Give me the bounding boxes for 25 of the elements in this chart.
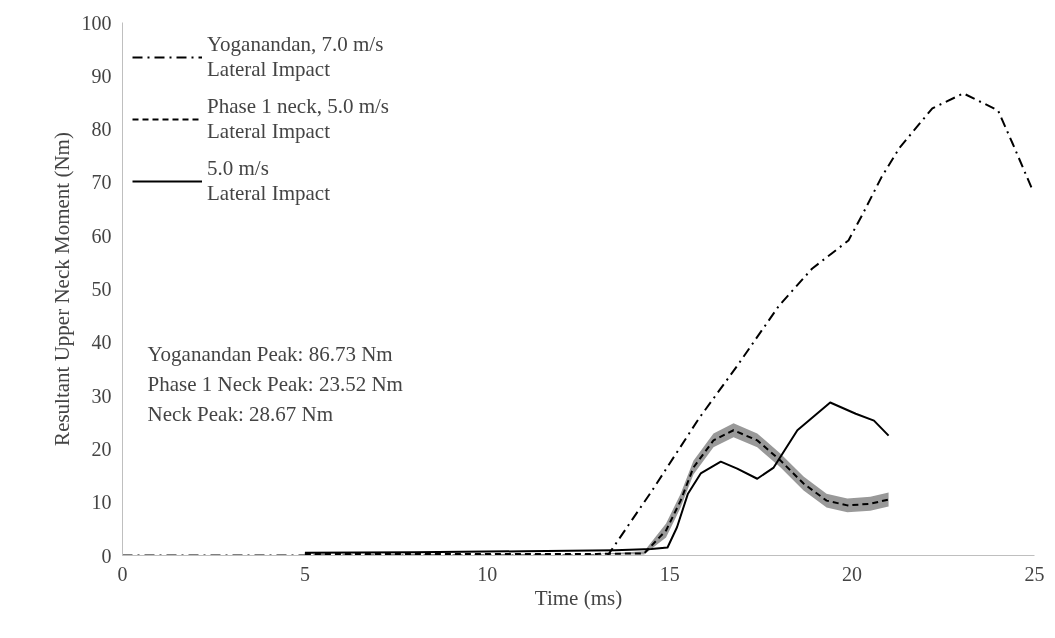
y-tick-label: 20 — [91, 437, 112, 460]
y-tick-label: 90 — [91, 64, 112, 87]
annotation: Yoganandan Peak: 86.73 Nm — [147, 341, 393, 366]
y-tick-label: 0 — [101, 544, 112, 567]
y-tick-label: 100 — [81, 11, 112, 34]
x-tick-label: 20 — [842, 562, 863, 585]
y-tick-label: 40 — [91, 331, 112, 354]
x-tick-label: 10 — [477, 562, 498, 585]
y-tick-label: 50 — [91, 278, 112, 300]
legend-label: Phase 1 neck, 5.0 m/s Lateral Impact — [207, 94, 389, 144]
legend-label: 5.0 m/s Lateral Impact — [207, 156, 331, 206]
legend-label: Yoganandan, 7.0 m/s Lateral Impact — [207, 32, 384, 82]
y-tick-label: 70 — [91, 171, 112, 194]
y-tick-label: 10 — [91, 491, 112, 514]
annotation: Phase 1 Neck Peak: 23.52 Nm — [147, 371, 403, 396]
y-tick-label: 60 — [91, 224, 112, 247]
y-tick-label: 80 — [91, 118, 112, 141]
x-tick-label: 5 — [299, 562, 310, 585]
x-axis-title: Time (ms) — [534, 585, 623, 610]
x-tick-label: 0 — [117, 562, 128, 585]
annotation: Neck Peak: 28.67 Nm — [147, 401, 333, 426]
x-tick-label: 25 — [1024, 562, 1045, 585]
y-axis-title: Resultant Upper Neck Moment (Nm) — [49, 132, 74, 446]
y-tick-label: 30 — [91, 384, 112, 407]
x-tick-label: 15 — [659, 562, 680, 585]
